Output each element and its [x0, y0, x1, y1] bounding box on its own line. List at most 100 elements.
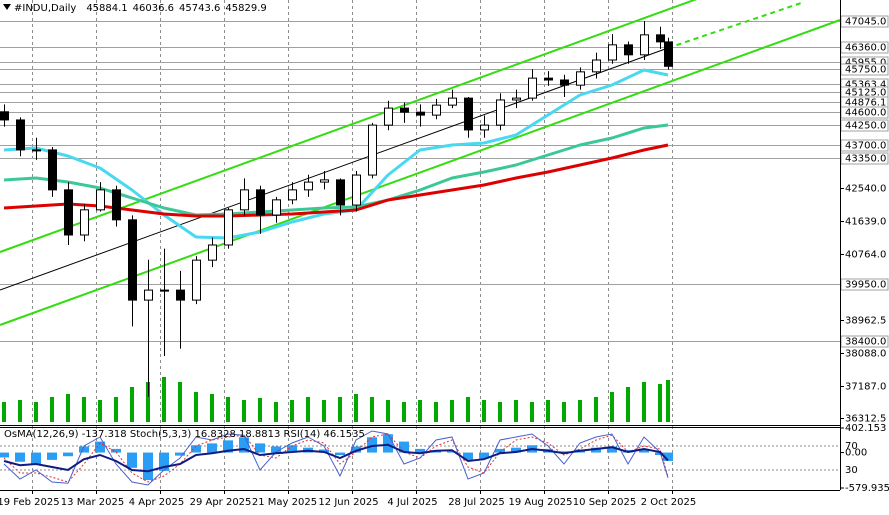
volume-bar: [370, 397, 374, 422]
y-tick-label: 42540.0: [845, 184, 886, 195]
volume-bar: [546, 400, 550, 422]
osc-tick-label: 402.153: [845, 423, 886, 434]
candle-body: [624, 44, 633, 56]
level-label: 47045.0: [845, 17, 886, 28]
volume-bar: [210, 394, 214, 422]
stoch-main-line: [3, 430, 669, 486]
level-label: 39950.0: [845, 280, 886, 291]
level-label: 45363.4: [845, 80, 886, 91]
header-close: 45829.9: [225, 3, 266, 14]
candle-body: [320, 179, 329, 183]
candle-body: [48, 149, 57, 191]
candle-body: [464, 97, 473, 131]
volume-bar: [130, 387, 134, 422]
volume-bar: [290, 400, 294, 422]
candle-body: [32, 149, 41, 152]
osc-tick-label: 0.00: [845, 448, 867, 459]
candle-body: [64, 189, 73, 236]
volume-bar: [66, 394, 70, 422]
osma-bar: [207, 443, 217, 453]
x-tick-label: 2 Oct 2025: [641, 497, 696, 508]
osma-bar: [15, 452, 25, 462]
volume-bar: [178, 382, 182, 422]
level-label: 45750.0: [845, 65, 886, 76]
osma-bar: [191, 445, 201, 453]
osma-bar: [159, 452, 169, 471]
osma-bar: [479, 452, 489, 459]
osma-bar: [127, 452, 137, 468]
volume-bar: [562, 402, 566, 422]
volume-bar: [642, 382, 646, 422]
volume-bar: [50, 397, 54, 422]
candle-body: [608, 44, 617, 61]
candle-body: [192, 259, 201, 301]
osc-level-label: 30: [845, 465, 858, 476]
osma-bar: [63, 452, 73, 457]
osma-bar: [271, 446, 281, 453]
level-label: 43350.0: [845, 154, 886, 165]
osma-bar: [383, 434, 393, 453]
volume-bar: [402, 402, 406, 422]
collapse-icon: [3, 4, 11, 10]
osma-bar: [111, 448, 121, 453]
osma-bar: [639, 448, 649, 453]
candle-body: [144, 289, 153, 301]
volume-bar: [146, 382, 150, 422]
osma-bar: [31, 452, 41, 465]
volume-bar: [354, 394, 358, 422]
candle-body: [336, 179, 345, 206]
y-tick-label: 38962.5: [845, 316, 886, 327]
volume-bar: [450, 400, 454, 422]
y-tick-label: 41639.0: [845, 217, 886, 228]
volume-bar: [18, 400, 22, 422]
osma-bar: [239, 437, 249, 453]
volume-bar: [626, 387, 630, 422]
osma-bar: [79, 446, 89, 453]
osma-bar: [287, 445, 297, 453]
volume-bar: [594, 397, 598, 422]
rsi-line: [3, 443, 669, 473]
volume-bar: [482, 400, 486, 422]
x-tick-label: 21 May 2025: [252, 497, 317, 508]
stoch-signal-line: [3, 433, 669, 483]
x-tick-label: 29 Apr 2025: [190, 497, 252, 508]
candle-body: [112, 189, 121, 221]
candle-body: [16, 119, 25, 151]
volume-bar: [274, 402, 278, 422]
chart-header: #INDU,Daily 45884.1 46036.6 45743.6 45829.9: [14, 3, 267, 14]
candle-body: [384, 107, 393, 126]
osma-bar: [559, 451, 569, 453]
candle-body: [160, 289, 169, 292]
x-tick-label: 12 Jun 2025: [318, 497, 378, 508]
candle-body: [400, 107, 409, 113]
x-tick-label: 19 Aug 2025: [508, 497, 572, 508]
volume-bar: [610, 392, 614, 422]
candle-body: [368, 124, 377, 176]
candle-body: [576, 71, 585, 86]
header-high: 46036.6: [133, 3, 174, 14]
volume-bar: [578, 400, 582, 422]
volume-bar: [2, 402, 6, 422]
osma-bar: [447, 451, 457, 453]
candle-body: [656, 34, 665, 43]
candle-body: [496, 99, 505, 126]
y-tick-label: 37187.0: [845, 382, 886, 393]
level-label: 44600.0: [845, 108, 886, 119]
x-tick-label: 19 Feb 2025: [0, 497, 60, 508]
level-label: 44250.0: [845, 121, 886, 132]
osma-bar: [143, 452, 153, 481]
osc-level-label: 70: [845, 441, 858, 452]
volume-bar: [434, 402, 438, 422]
volume-bar: [162, 377, 166, 422]
candle-body: [272, 199, 281, 216]
osma-bar: [663, 452, 673, 461]
grid-layer: [0, 0, 840, 490]
osma-bar: [415, 448, 425, 453]
oscillator-panel: [0, 430, 840, 486]
volume-bar: [418, 400, 422, 422]
osma-bar: [255, 443, 265, 453]
candle-body: [224, 209, 233, 246]
main-panel: [0, 0, 840, 422]
